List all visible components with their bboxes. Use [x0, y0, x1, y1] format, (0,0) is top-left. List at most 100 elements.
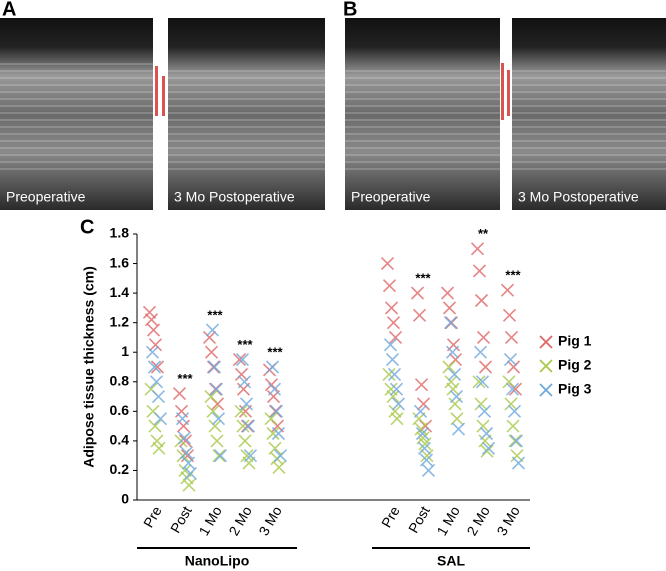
data-point — [382, 367, 396, 381]
data-point — [446, 382, 460, 396]
data-point — [506, 360, 521, 374]
x-tick-label: Pre — [140, 503, 165, 530]
data-point — [478, 360, 493, 374]
data-point — [208, 419, 222, 433]
data-point — [236, 419, 250, 433]
data-point — [273, 449, 288, 463]
thickness-bar — [162, 76, 165, 116]
image-caption: 3 Mo Postoperative — [518, 189, 639, 205]
data-point — [385, 353, 400, 367]
data-point — [420, 449, 434, 463]
data-point — [239, 397, 254, 411]
data-point — [507, 404, 522, 418]
data-point — [390, 412, 404, 426]
data-point — [506, 419, 520, 433]
data-point — [476, 330, 491, 345]
data-point — [383, 338, 398, 352]
data-point — [149, 375, 164, 389]
data-point — [418, 437, 432, 451]
data-point — [380, 256, 395, 271]
data-point — [451, 422, 466, 436]
data-point — [183, 466, 198, 480]
data-point — [413, 404, 428, 418]
legend-marker — [539, 335, 553, 349]
data-point — [445, 345, 460, 359]
data-point — [211, 412, 226, 426]
image-caption: 3 Mo Postoperative — [174, 189, 295, 205]
data-point — [480, 444, 494, 458]
data-point — [511, 456, 526, 470]
y-axis-label: Adipose tissue thickness (cm) — [81, 266, 97, 468]
significance: ** — [478, 226, 489, 241]
data-point — [175, 412, 190, 426]
data-point — [265, 360, 280, 374]
y-tick-label: 0.8 — [110, 372, 130, 388]
data-point — [271, 426, 286, 441]
group-label: NanoLipo — [185, 553, 250, 569]
thickness-bar — [507, 70, 510, 116]
data-point — [504, 397, 518, 411]
y-tick-label: 0.2 — [110, 461, 130, 477]
legend-label: Pig 2 — [558, 357, 592, 373]
data-point — [473, 345, 488, 359]
data-point — [475, 375, 490, 389]
data-point — [272, 460, 286, 475]
data-point — [206, 404, 220, 418]
data-point — [235, 353, 250, 367]
data-point — [391, 397, 406, 411]
data-point — [205, 323, 220, 337]
data-point — [412, 308, 427, 322]
data-point — [177, 431, 192, 445]
data-point — [148, 338, 163, 352]
data-point — [210, 434, 224, 448]
data-point — [419, 453, 434, 467]
panel-label: C — [80, 216, 94, 238]
data-point — [213, 449, 228, 463]
image-texture — [0, 60, 153, 170]
data-point — [476, 419, 490, 433]
data-point — [474, 293, 489, 308]
data-point — [178, 434, 193, 448]
data-point — [414, 422, 428, 436]
data-point — [152, 441, 166, 455]
data-point — [148, 419, 162, 433]
legend-label: Pig 1 — [558, 333, 592, 349]
data-point — [241, 419, 256, 433]
group-label: SAL — [437, 553, 465, 569]
data-point — [146, 323, 161, 337]
data-point — [472, 375, 486, 389]
panel-label: B — [343, 0, 357, 20]
x-tick-label: 1 Mo — [195, 503, 225, 538]
data-point — [472, 264, 487, 278]
data-point — [142, 305, 157, 319]
data-point — [150, 360, 165, 374]
data-point — [267, 382, 282, 396]
data-point — [212, 449, 226, 463]
significance: *** — [505, 268, 521, 283]
data-point — [508, 434, 522, 448]
y-tick-label: 1.2 — [110, 313, 130, 329]
legend-marker — [539, 383, 553, 397]
data-point — [243, 449, 258, 463]
data-point — [410, 286, 425, 300]
data-point — [386, 316, 401, 330]
x-tick-label: Post — [405, 503, 433, 535]
data-point — [509, 434, 524, 448]
significance: *** — [267, 344, 283, 359]
data-point — [415, 426, 430, 441]
data-point — [202, 330, 217, 345]
data-point — [502, 308, 517, 322]
data-point — [444, 375, 458, 389]
y-tick-label: 1 — [121, 343, 129, 359]
data-point — [209, 382, 224, 396]
thickness-bar — [155, 66, 158, 116]
data-point — [474, 397, 488, 411]
data-point — [240, 449, 254, 463]
data-point — [447, 367, 462, 381]
x-tick-label: Post — [167, 503, 195, 535]
data-point — [481, 441, 496, 455]
data-point — [417, 441, 432, 455]
data-point — [181, 456, 196, 470]
data-point — [477, 404, 492, 418]
